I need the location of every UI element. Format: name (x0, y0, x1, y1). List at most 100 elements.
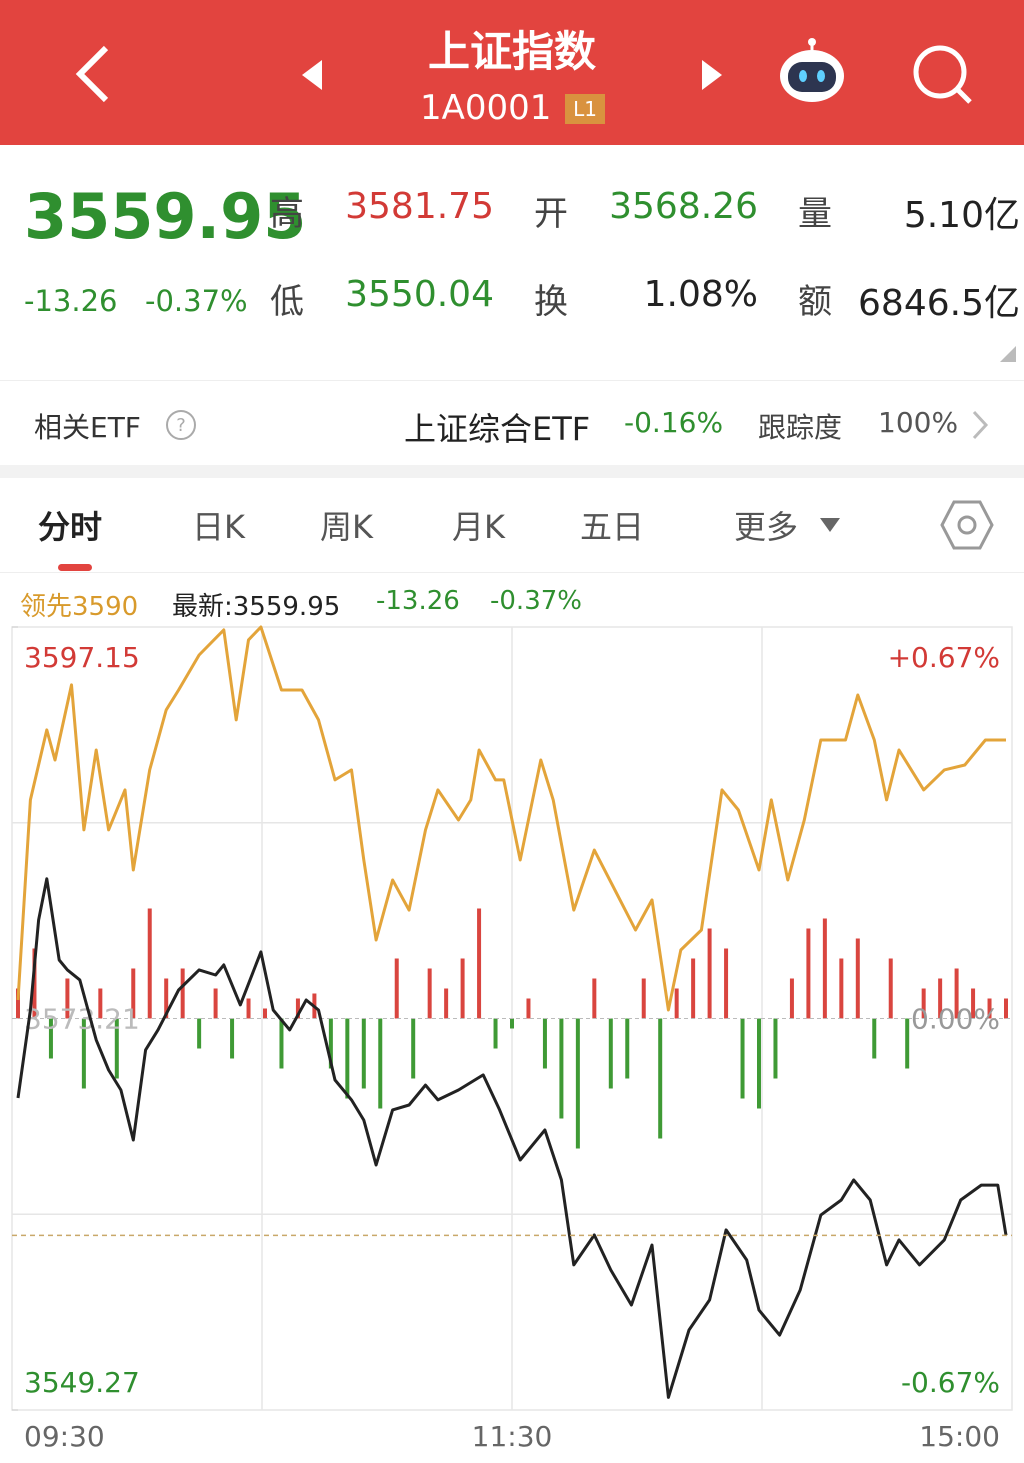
flow-bar (427, 968, 432, 1019)
flow-bar (460, 958, 465, 1019)
gap (0, 465, 1024, 478)
flow-bar (197, 1018, 202, 1049)
flow-bar (328, 1018, 333, 1069)
flow-bar (1004, 998, 1008, 1019)
prev-button[interactable] (302, 60, 322, 90)
flow-bar (263, 1008, 267, 1019)
flow-bar (542, 1018, 547, 1069)
price: 3559.95 (24, 180, 307, 253)
y2-tick-label: +0.67% (888, 641, 1000, 674)
tab[interactable]: 更多 (734, 508, 799, 546)
flow-bar (16, 988, 20, 1019)
divider (0, 572, 1024, 573)
flow-bar (707, 928, 712, 1019)
etf-name[interactable]: 上证综合ETF (404, 410, 591, 448)
field-label: 开 (534, 194, 568, 234)
flow-bar (394, 958, 399, 1019)
etf-label: 相关ETF (34, 411, 141, 444)
flow-bar (213, 988, 218, 1019)
flow-bar (641, 978, 646, 1019)
tab[interactable]: 周K (320, 508, 373, 546)
flow-bar (954, 968, 959, 1019)
field-label: 额 (798, 282, 832, 322)
chart: 3597.153573.213549.27+0.67%0.00%-0.67%09… (11, 625, 1013, 1453)
help-icon[interactable]: ? (164, 408, 198, 442)
flow-bar (971, 988, 976, 1019)
change-pct: -0.37% (145, 284, 248, 318)
field-value: 3550.04 (345, 274, 494, 315)
change: -13.26 (24, 284, 118, 318)
flow-bar (839, 958, 844, 1019)
field-value: 5.10亿 (903, 195, 1020, 236)
flow-bar (575, 1018, 580, 1149)
y-tick-label: 3549.27 (24, 1366, 140, 1399)
flow-bar (477, 908, 482, 1019)
flow-bar (246, 998, 251, 1019)
title: 上证指数 (427, 27, 596, 76)
flow-bar (905, 1018, 910, 1069)
flow-bar (691, 958, 696, 1019)
flow-bar (658, 1018, 663, 1139)
flow-bar (559, 1018, 564, 1119)
x-tick-label: 15:00 (919, 1420, 1000, 1453)
flow-bar (921, 988, 926, 1019)
legend-latest: 最新:3559.95 (172, 592, 341, 622)
flow-bar (822, 918, 827, 1019)
level-badge: L1 (565, 94, 605, 124)
tab[interactable]: 分时 (38, 508, 103, 546)
legend-pct: -0.37% (490, 586, 582, 616)
more-arrow[interactable] (816, 510, 856, 540)
field-label: 低 (270, 282, 304, 322)
flow-bar (987, 998, 992, 1019)
flow-bar (378, 1018, 383, 1109)
etf-arrow[interactable] (970, 408, 990, 442)
flow-bar (526, 998, 531, 1019)
field-value: 1.08% (643, 274, 758, 315)
expand-corner[interactable] (998, 344, 1018, 364)
flow-bar (625, 1018, 630, 1079)
flow-bar (493, 1018, 498, 1049)
flow-bar (295, 998, 300, 1019)
x-tick-label: 09:30 (24, 1420, 105, 1453)
flow-bar (608, 1018, 613, 1089)
flow-bar (98, 988, 103, 1019)
field-value: 3581.75 (345, 186, 494, 227)
flow-bar (361, 1018, 366, 1089)
legend-change: -13.26 (376, 586, 460, 616)
assistant-icon[interactable] (780, 38, 844, 102)
legend-lead: 领先3590 (20, 592, 139, 622)
flow-bar (65, 978, 70, 1019)
next-button[interactable] (702, 60, 722, 90)
flow-bar (345, 1018, 350, 1099)
flow-bar (888, 958, 893, 1019)
etf-change: -0.16% (624, 406, 724, 439)
tab[interactable]: 五日 (580, 508, 645, 546)
flow-bar (180, 968, 185, 1019)
flow-bar (81, 1018, 86, 1089)
search-button[interactable] (913, 45, 972, 104)
flow-bar (740, 1018, 745, 1099)
x-tick-label: 11:30 (472, 1420, 553, 1453)
flow-bar (789, 978, 794, 1019)
y2-tick-label: 0.00% (911, 1003, 1000, 1036)
flow-bar (48, 1018, 53, 1059)
flow-bar (724, 948, 729, 1019)
flow-bar (147, 908, 152, 1019)
tracking-label: 跟踪度 (758, 411, 843, 444)
settings-button[interactable] (940, 498, 994, 552)
flow-bar (279, 1018, 284, 1069)
header-icons (75, 38, 972, 104)
tab[interactable]: 月K (452, 508, 505, 546)
header: 上证指数 1A0001 L1 (0, 0, 1024, 145)
flow-bar (131, 968, 136, 1019)
flow-bar (938, 978, 943, 1019)
flow-bar (444, 988, 449, 1019)
flow-bar (411, 1018, 416, 1079)
svg-text:?: ? (176, 415, 186, 436)
flow-bar (230, 1018, 235, 1059)
tab[interactable]: 日K (192, 508, 245, 546)
back-button[interactable] (75, 45, 109, 103)
field-label: 量 (798, 194, 832, 234)
flow-bar (32, 948, 37, 1019)
